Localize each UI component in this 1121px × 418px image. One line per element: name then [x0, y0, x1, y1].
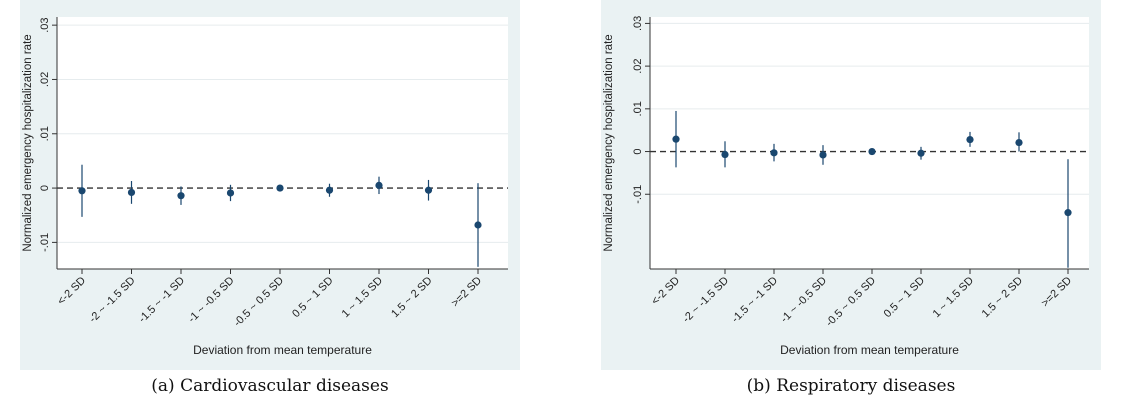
- y-axis-title: Normalized emergency hospitalization rat…: [22, 34, 34, 251]
- y-tick-label: .03: [39, 17, 51, 32]
- chart-respiratory: -.010.01.02.03<-2 SD-2 ~ -1.5 SD-1.5 ~ -…: [601, 0, 1101, 370]
- y-tick-label: .03: [632, 16, 644, 31]
- point-estimate: [1064, 209, 1072, 217]
- caption-cardiovascular: (a) Cardiovascular diseases: [151, 376, 389, 396]
- point-estimate: [721, 150, 729, 159]
- y-tick-label: .02: [632, 58, 644, 73]
- point-estimate: [1015, 138, 1023, 147]
- y-tick-label: -.01: [39, 233, 51, 252]
- x-axis-title: Deviation from mean temperature: [780, 343, 959, 357]
- y-tick-label: 0: [632, 148, 644, 154]
- y-axis-title: Normalized emergency hospitalization rat…: [603, 34, 615, 251]
- point-estimate: [474, 221, 482, 229]
- point-estimate: [78, 187, 86, 195]
- point-estimate: [672, 135, 680, 143]
- plot-area: [57, 17, 508, 269]
- point-estimate: [177, 192, 185, 200]
- x-axis-title: Deviation from mean temperature: [193, 343, 372, 357]
- point-estimate: [226, 189, 235, 197]
- point-estimate: [770, 149, 778, 157]
- point-estimate: [819, 151, 827, 159]
- y-tick-label: .02: [39, 72, 51, 87]
- y-tick-label: .01: [39, 126, 51, 141]
- point-estimate: [917, 149, 925, 157]
- y-tick-label: 0: [39, 185, 51, 191]
- point-estimate: [325, 186, 334, 194]
- chart-cardiovascular: -.010.01.02.03<-2 SD-2 ~ -1.5 SD-1.5 ~ -…: [20, 0, 520, 370]
- caption-respiratory: (b) Respiratory diseases: [746, 376, 956, 396]
- y-tick-label: .01: [632, 101, 644, 116]
- point-estimate: [276, 184, 284, 192]
- point-estimate: [424, 186, 433, 194]
- point-estimate: [375, 181, 383, 189]
- plot-area: [650, 17, 1089, 269]
- point-estimate: [966, 135, 974, 144]
- panel-respiratory: -.01 0.01.02.03 <-2 SD -2 ~ -1.5 SD -1.5 ~ -…: [601, 0, 1101, 418]
- point-estimate: [127, 188, 136, 197]
- panel-cardiovascular: -.01 0.01.02.03 <-2 SD -2 ~ -1.5 SD -1.5 ~ -…: [20, 0, 520, 418]
- point-estimate: [868, 147, 876, 156]
- y-tick-label: -.01: [632, 185, 644, 204]
